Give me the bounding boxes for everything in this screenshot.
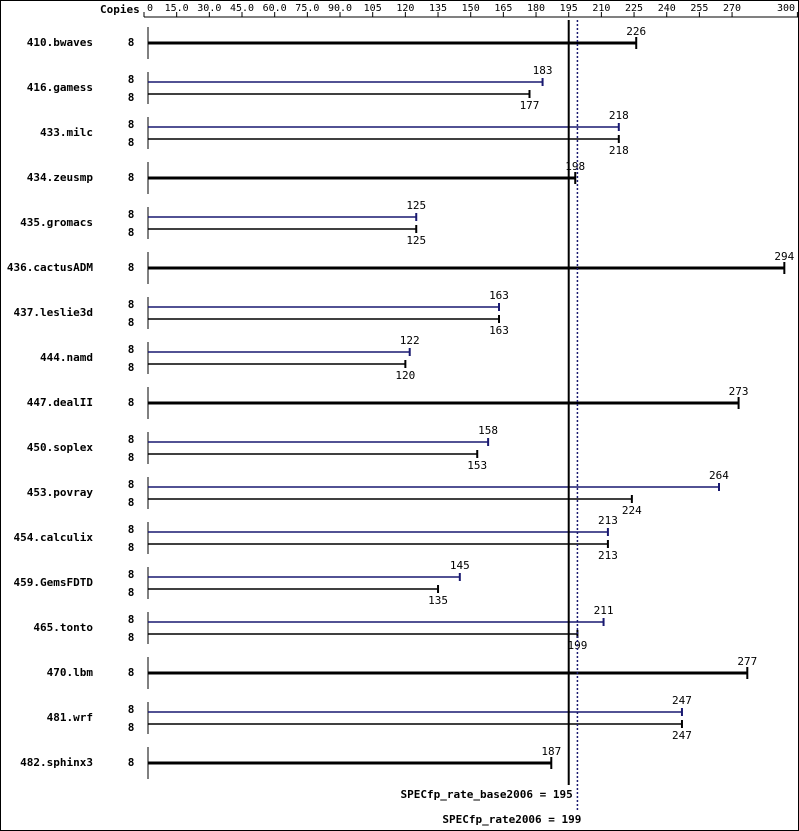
x-tick-label: 135 — [429, 3, 447, 14]
benchmark-label: 453.povray — [27, 486, 94, 499]
benchmark-label: 447.dealII — [27, 396, 93, 409]
value-label: 224 — [622, 504, 642, 517]
value-label: 218 — [609, 109, 629, 122]
copies-label: 8 — [128, 343, 135, 356]
value-label: 211 — [594, 604, 614, 617]
copies-label: 8 — [128, 568, 135, 581]
value-label: 213 — [598, 549, 618, 562]
copies-label: 8 — [128, 478, 135, 491]
value-label: 163 — [489, 289, 509, 302]
x-tick-label: 240 — [658, 3, 676, 14]
copies-label: 8 — [128, 91, 135, 104]
value-label: 277 — [737, 655, 757, 668]
x-tick-label: 225 — [625, 3, 643, 14]
value-label: 273 — [729, 385, 749, 398]
copies-label: 8 — [128, 721, 135, 734]
copies-label: 8 — [128, 118, 135, 131]
copies-label: 8 — [128, 261, 135, 274]
value-label: 177 — [520, 99, 540, 112]
copies-label: 8 — [128, 613, 135, 626]
copies-label: 8 — [128, 226, 135, 239]
x-tick-label: 195 — [560, 3, 578, 14]
copies-label: 8 — [128, 523, 135, 536]
copies-label: 8 — [128, 73, 135, 86]
x-tick-label: 270 — [723, 3, 741, 14]
value-label: 125 — [406, 234, 426, 247]
copies-label: 8 — [128, 666, 135, 679]
x-tick-label: 90.0 — [328, 3, 352, 14]
copies-label: 8 — [128, 36, 135, 49]
benchmark-label: 434.zeusmp — [27, 171, 94, 184]
copies-label: 8 — [128, 136, 135, 149]
copies-label: 8 — [128, 703, 135, 716]
x-tick-label: 150 — [462, 3, 480, 14]
copies-label: 8 — [128, 451, 135, 464]
value-label: 135 — [428, 594, 448, 607]
value-label: 122 — [400, 334, 420, 347]
reference-label: SPECfp_rate_base2006 = 195 — [401, 788, 573, 801]
reference-label: SPECfp_rate2006 = 199 — [442, 813, 581, 826]
value-label: 183 — [533, 64, 553, 77]
benchmark-label: 450.soplex — [27, 441, 94, 454]
copies-label: 8 — [128, 171, 135, 184]
value-label: 218 — [609, 144, 629, 157]
x-tick-label: 300 — [777, 3, 795, 14]
benchmark-label: 433.milc — [40, 126, 93, 139]
copies-label: 8 — [128, 586, 135, 599]
value-label: 158 — [478, 424, 498, 437]
benchmark-label: 437.leslie3d — [14, 306, 93, 319]
copies-label: 8 — [128, 541, 135, 554]
x-tick-label: 180 — [527, 3, 545, 14]
benchmark-label: 444.namd — [40, 351, 93, 364]
copies-label: 8 — [128, 316, 135, 329]
value-label: 145 — [450, 559, 470, 572]
x-tick-label: 60.0 — [263, 3, 287, 14]
x-tick-label: 210 — [592, 3, 610, 14]
value-label: 247 — [672, 729, 692, 742]
value-label: 247 — [672, 694, 692, 707]
x-tick-label: 75.0 — [295, 3, 319, 14]
benchmark-label: 410.bwaves — [27, 36, 93, 49]
x-tick-label: 30.0 — [197, 3, 221, 14]
benchmark-label: 454.calculix — [14, 531, 94, 544]
value-label: 187 — [541, 745, 561, 758]
copies-header: Copies — [100, 3, 140, 16]
value-label: 226 — [626, 25, 646, 38]
copies-label: 8 — [128, 298, 135, 311]
value-label: 163 — [489, 324, 509, 337]
value-label: 198 — [565, 160, 585, 173]
benchmark-label: 416.gamess — [27, 81, 93, 94]
x-tick-label: 120 — [396, 3, 414, 14]
benchmark-label: 435.gromacs — [20, 216, 93, 229]
value-label: 120 — [395, 369, 415, 382]
x-tick-label: 15.0 — [165, 3, 189, 14]
x-tick-label: 45.0 — [230, 3, 254, 14]
x-tick-label: 255 — [690, 3, 708, 14]
x-tick-label: 0 — [147, 3, 153, 14]
copies-label: 8 — [128, 361, 135, 374]
benchmark-label: 481.wrf — [47, 711, 93, 724]
copies-label: 8 — [128, 396, 135, 409]
value-label: 294 — [774, 250, 794, 263]
copies-label: 8 — [128, 496, 135, 509]
copies-label: 8 — [128, 756, 135, 769]
copies-label: 8 — [128, 631, 135, 644]
value-label: 264 — [709, 469, 729, 482]
x-tick-label: 105 — [364, 3, 382, 14]
value-label: 153 — [467, 459, 487, 472]
benchmark-label: 436.cactusADM — [7, 261, 93, 274]
value-label: 213 — [598, 514, 618, 527]
benchmark-label: 470.lbm — [47, 666, 94, 679]
copies-label: 8 — [128, 433, 135, 446]
benchmark-label: 459.GemsFDTD — [14, 576, 94, 589]
value-label: 125 — [406, 199, 426, 212]
benchmark-label: 482.sphinx3 — [20, 756, 93, 769]
x-tick-label: 165 — [494, 3, 512, 14]
copies-label: 8 — [128, 208, 135, 221]
benchmark-label: 465.tonto — [33, 621, 93, 634]
